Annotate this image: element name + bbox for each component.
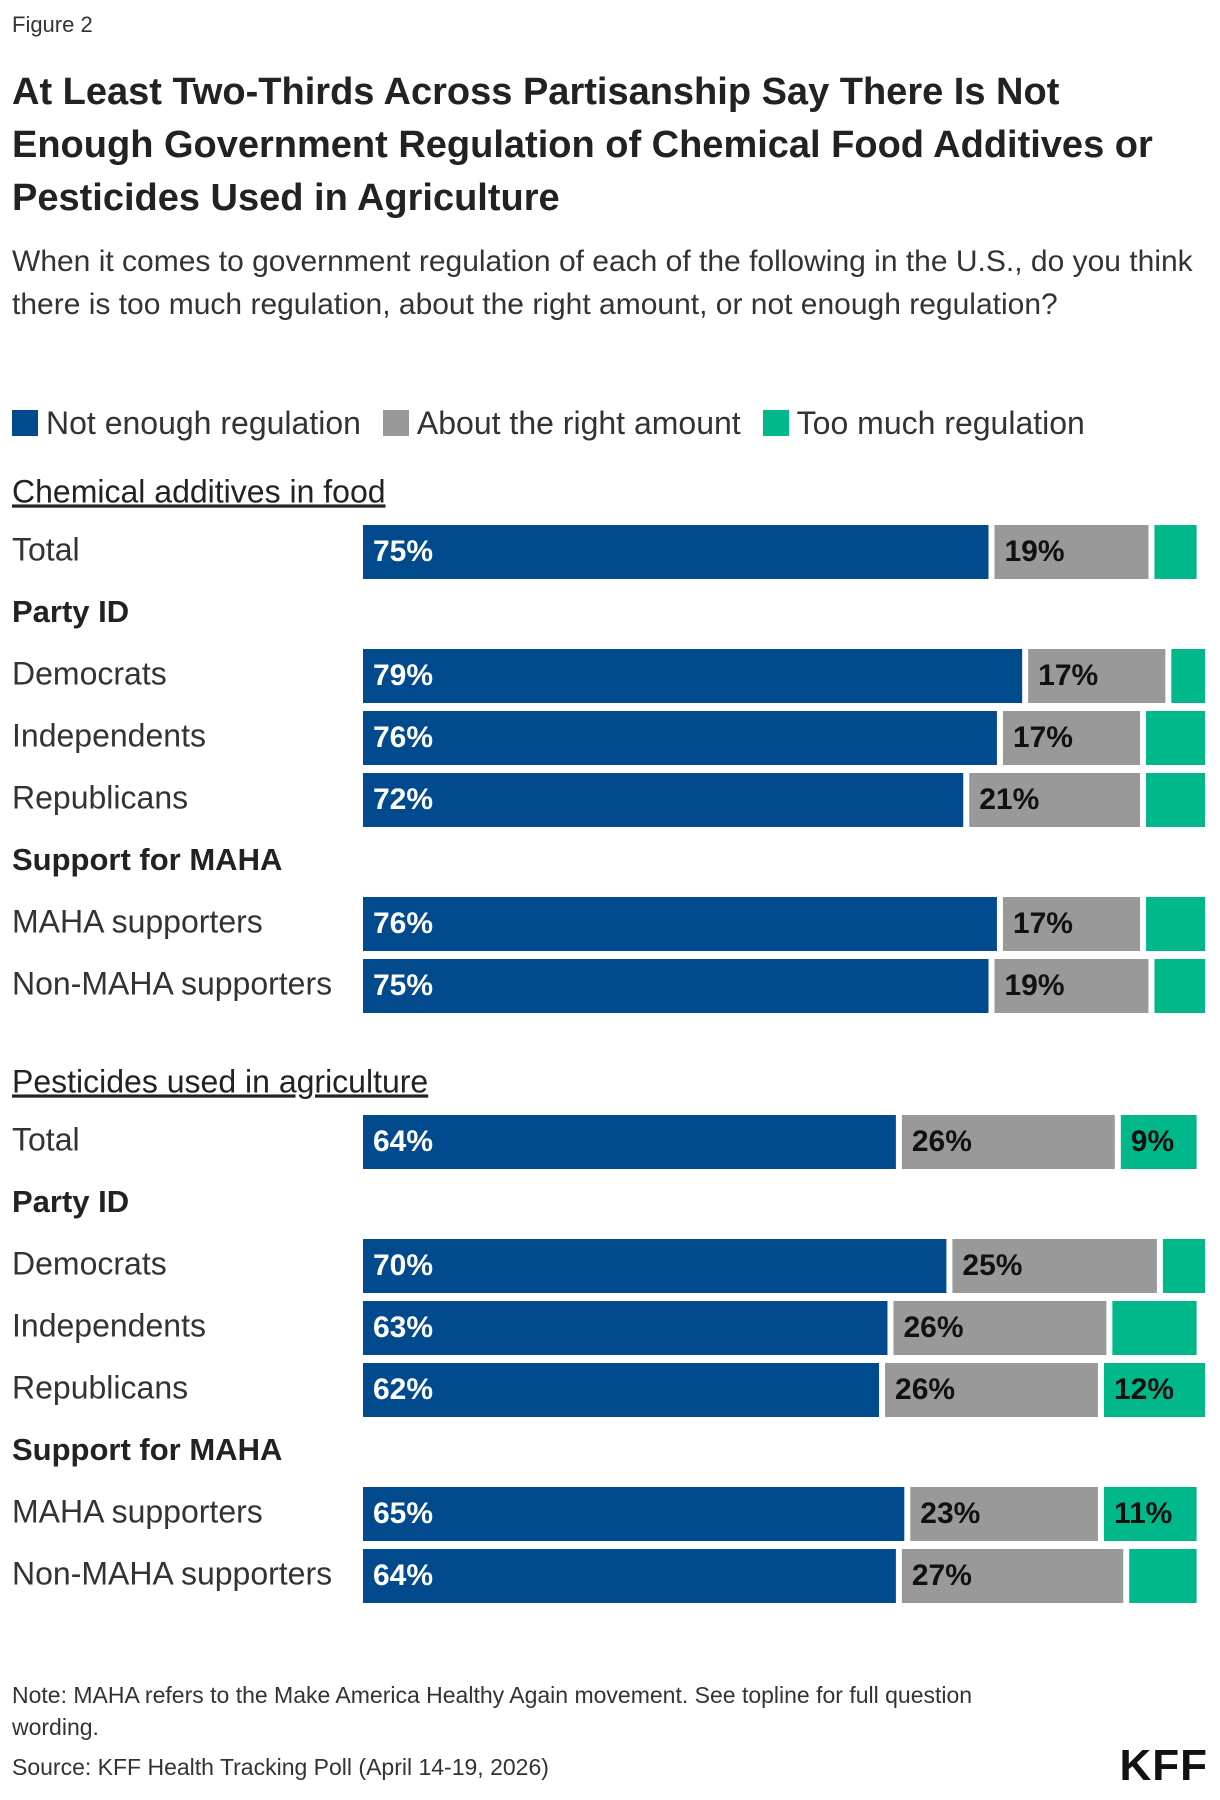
bar-segment-too-much-regulation <box>1120 1115 1197 1169</box>
data-label: 17% <box>1038 659 1098 692</box>
chart-source: Source: KFF Health Tracking Poll (April … <box>12 1754 549 1780</box>
bar-segment-too-much-regulation <box>1146 897 1205 951</box>
bar-segment-about-the-right-amount <box>1028 649 1166 703</box>
bar-segment-not-enough-regulation <box>363 897 997 951</box>
kff-logo: KFF <box>1119 1741 1208 1790</box>
legend-item-right-amount: About the right amount <box>382 404 741 442</box>
row-label-maha-supporters: MAHA supporters <box>12 903 263 939</box>
bar-segment-about-the-right-amount <box>910 1487 1098 1541</box>
bar-segment-not-enough-regulation <box>363 711 997 765</box>
data-label: 76% <box>373 721 433 754</box>
legend: Not enough regulation About the right am… <box>12 401 1107 445</box>
legend-swatch-not-enough <box>12 410 38 436</box>
stacked-bar-chart: Chemical additives in food Total 75% 19% Par… <box>12 473 1205 1603</box>
row-label-non-maha-supporters: Non-MAHA supporters <box>12 1555 332 1591</box>
bar-segment-too-much-regulation <box>1154 959 1205 1013</box>
data-label: 9% <box>1131 1125 1174 1158</box>
data-label: 64% <box>373 1125 433 1158</box>
legend-label-too-much: Too much regulation <box>796 404 1085 441</box>
bar-segment-about-the-right-amount <box>1002 711 1141 765</box>
bar-segment-about-the-right-amount <box>893 1301 1107 1355</box>
data-label: 75% <box>373 969 433 1002</box>
data-label: 64% <box>373 1559 433 1592</box>
data-label: 23% <box>920 1497 980 1530</box>
bar-segment-not-enough-regulation <box>363 1363 880 1417</box>
bar-segment-not-enough-regulation <box>363 959 989 1013</box>
bar-segment-about-the-right-amount <box>994 959 1149 1013</box>
figure-label: Figure 2 <box>12 12 93 37</box>
bar-segment-too-much-regulation <box>1103 1487 1197 1541</box>
data-label: 75% <box>373 535 433 568</box>
bar-segment-about-the-right-amount <box>952 1239 1157 1293</box>
data-label: 26% <box>903 1311 963 1344</box>
data-label: 19% <box>1005 535 1065 568</box>
data-label: 25% <box>962 1249 1022 1282</box>
data-label: 26% <box>895 1373 955 1406</box>
panel-title: Chemical additives in food <box>12 473 386 509</box>
legend-item-not-enough: Not enough regulation <box>12 405 361 442</box>
bar-segment-too-much-regulation <box>1162 1239 1205 1293</box>
bar-segment-about-the-right-amount <box>901 1115 1115 1169</box>
bar-segment-too-much-regulation <box>1129 1549 1197 1603</box>
row-label-independents: Independents <box>12 1307 206 1343</box>
legend-swatch-right-amount <box>382 410 409 436</box>
chart-note: Note: MAHA refers to the Make America He… <box>12 1682 973 1740</box>
bar-segment-about-the-right-amount <box>1002 897 1141 951</box>
data-label: 26% <box>912 1125 972 1158</box>
legend-item-too-much: Too much regulation <box>762 404 1085 442</box>
row-label-total: Total <box>12 1121 80 1157</box>
legend-swatch-too-much <box>762 410 789 436</box>
data-label: 70% <box>373 1249 433 1282</box>
bar-segment-about-the-right-amount <box>885 1363 1098 1417</box>
panel-title: Pesticides used in agriculture <box>12 1063 428 1099</box>
row-label-independents: Independents <box>12 717 206 753</box>
bar-segment-not-enough-regulation <box>363 1549 896 1603</box>
row-label-maha-supporters: MAHA supporters <box>12 1493 263 1529</box>
row-label-republicans: Republicans <box>12 1369 188 1405</box>
bar-segment-not-enough-regulation <box>363 1115 896 1169</box>
chart-subtitle: When it comes to government regulation o… <box>12 245 1193 321</box>
bar-segment-not-enough-regulation <box>363 1239 947 1293</box>
row-label-non-maha-supporters: Non-MAHA supporters <box>12 965 332 1001</box>
row-label-republicans: Republicans <box>12 779 188 815</box>
bar-segment-about-the-right-amount <box>969 773 1141 827</box>
group-header: Support for MAHA <box>12 842 282 877</box>
data-label: 62% <box>373 1373 433 1406</box>
bar-segment-too-much-regulation <box>1112 1301 1197 1355</box>
data-label: 63% <box>373 1311 433 1344</box>
row-label-democrats: Democrats <box>12 1245 167 1281</box>
bar-segment-about-the-right-amount <box>901 1549 1124 1603</box>
bar-segment-not-enough-regulation <box>363 525 989 579</box>
data-label: 27% <box>912 1559 972 1592</box>
data-label: 65% <box>373 1497 433 1530</box>
legend-label-not-enough: Not enough regulation <box>46 404 361 441</box>
data-label: 19% <box>1005 969 1065 1002</box>
data-label: 12% <box>1114 1373 1174 1406</box>
legend-label-right-amount: About the right amount <box>416 404 741 441</box>
data-label: 17% <box>1013 907 1073 940</box>
row-label-total: Total <box>12 531 80 567</box>
bar-segment-too-much-regulation <box>1154 525 1197 579</box>
row-label-democrats: Democrats <box>12 655 167 691</box>
bar-segment-not-enough-regulation <box>363 1487 905 1541</box>
bar-segment-not-enough-regulation <box>363 649 1023 703</box>
bar-segment-too-much-regulation <box>1146 773 1205 827</box>
data-label: 17% <box>1013 721 1073 754</box>
bar-segment-not-enough-regulation <box>363 1301 888 1355</box>
bar-segment-not-enough-regulation <box>363 773 964 827</box>
group-header: Party ID <box>12 594 129 629</box>
bar-segment-too-much-regulation <box>1146 711 1205 765</box>
group-header: Party ID <box>12 1184 129 1219</box>
data-label: 21% <box>979 783 1039 816</box>
data-label: 76% <box>373 907 433 940</box>
data-label: 11% <box>1114 1497 1172 1530</box>
bar-segment-too-much-regulation <box>1171 649 1205 703</box>
bar-segment-too-much-regulation <box>1103 1363 1205 1417</box>
data-label: 72% <box>373 783 433 816</box>
group-header: Support for MAHA <box>12 1432 282 1467</box>
bar-segment-about-the-right-amount <box>994 525 1149 579</box>
data-label: 79% <box>373 659 433 692</box>
chart-title: At Least Two-Thirds Across Partisanship … <box>12 71 1153 219</box>
